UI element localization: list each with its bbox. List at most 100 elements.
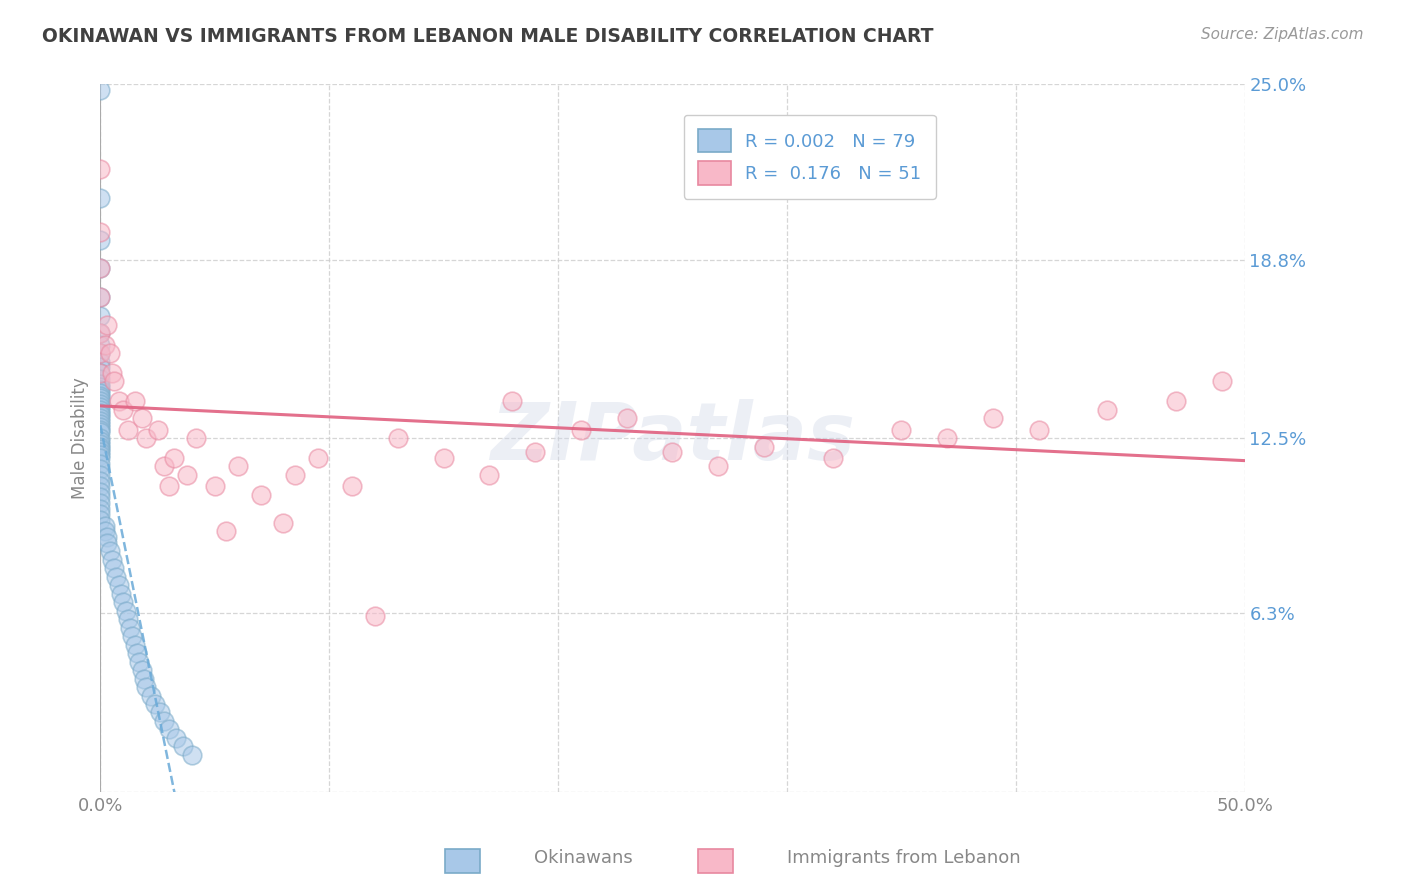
Point — [340, 479, 363, 493]
Point — [1164, 394, 1187, 409]
Point — [101, 366, 124, 380]
Point — [89, 261, 111, 276]
Point — [107, 578, 129, 592]
Point — [89, 383, 111, 397]
Point — [89, 442, 111, 457]
Point — [89, 474, 111, 488]
Bar — [697, 848, 734, 873]
Point — [616, 411, 638, 425]
Point — [89, 419, 111, 434]
Text: Okinawans: Okinawans — [534, 849, 633, 867]
Point — [821, 450, 844, 465]
Point — [89, 389, 111, 403]
Point — [89, 400, 111, 414]
Point — [89, 457, 111, 471]
Point — [112, 402, 135, 417]
Point — [121, 629, 143, 643]
Point — [180, 747, 202, 762]
Point — [890, 423, 912, 437]
Point — [96, 535, 118, 549]
Text: Immigrants from Lebanon: Immigrants from Lebanon — [787, 849, 1021, 867]
Point — [149, 706, 172, 720]
Point — [89, 372, 111, 386]
Point — [89, 448, 111, 462]
Point — [936, 431, 959, 445]
Point — [125, 646, 148, 660]
Point — [89, 417, 111, 431]
Point — [153, 459, 176, 474]
Point — [707, 459, 730, 474]
Point — [132, 672, 155, 686]
Point — [89, 434, 111, 448]
Point — [117, 612, 139, 626]
Point — [89, 290, 111, 304]
Point — [89, 423, 111, 437]
Point — [157, 723, 180, 737]
Point — [94, 337, 117, 351]
Point — [89, 385, 111, 400]
Point — [89, 450, 111, 465]
Point — [89, 310, 111, 324]
Point — [89, 337, 111, 351]
Point — [524, 445, 547, 459]
Point — [89, 406, 111, 420]
Point — [215, 524, 238, 539]
Point — [153, 714, 176, 728]
Point — [94, 518, 117, 533]
Point — [226, 459, 249, 474]
Text: ZIPatlas: ZIPatlas — [489, 399, 855, 477]
Point — [89, 411, 111, 425]
Point — [89, 513, 111, 527]
Point — [89, 402, 111, 417]
Point — [89, 425, 111, 440]
Point — [89, 326, 111, 341]
Point — [139, 689, 162, 703]
Point — [89, 83, 111, 97]
Bar — [444, 848, 481, 873]
Point — [89, 409, 111, 423]
Point — [117, 423, 139, 437]
Point — [89, 354, 111, 368]
Point — [89, 377, 111, 392]
Point — [89, 366, 111, 380]
Point — [89, 233, 111, 247]
Y-axis label: Male Disability: Male Disability — [72, 377, 89, 499]
Point — [89, 290, 111, 304]
Point — [89, 360, 111, 375]
Point — [89, 261, 111, 276]
Point — [89, 501, 111, 516]
Point — [105, 570, 128, 584]
Point — [89, 508, 111, 522]
Point — [89, 414, 111, 428]
Point — [96, 530, 118, 544]
Point — [89, 392, 111, 406]
Point — [120, 621, 142, 635]
Point — [89, 445, 111, 459]
Point — [124, 394, 146, 409]
Point — [124, 638, 146, 652]
Point — [569, 423, 592, 437]
Point — [273, 516, 295, 530]
Point — [131, 663, 153, 677]
Legend: R = 0.002   N = 79, R =  0.176   N = 51: R = 0.002 N = 79, R = 0.176 N = 51 — [683, 115, 936, 199]
Point — [172, 739, 194, 754]
Point — [89, 496, 111, 510]
Point — [89, 394, 111, 409]
Text: Source: ZipAtlas.com: Source: ZipAtlas.com — [1201, 27, 1364, 42]
Point — [89, 431, 111, 445]
Point — [128, 655, 150, 669]
Point — [89, 436, 111, 450]
Point — [103, 561, 125, 575]
Point — [501, 394, 523, 409]
Point — [186, 431, 208, 445]
Point — [89, 491, 111, 505]
Point — [307, 450, 329, 465]
Point — [110, 587, 132, 601]
Point — [89, 366, 111, 380]
Point — [89, 462, 111, 476]
Point — [1097, 402, 1119, 417]
Point — [89, 397, 111, 411]
Point — [433, 450, 456, 465]
Point — [89, 440, 111, 454]
Point — [284, 467, 307, 482]
